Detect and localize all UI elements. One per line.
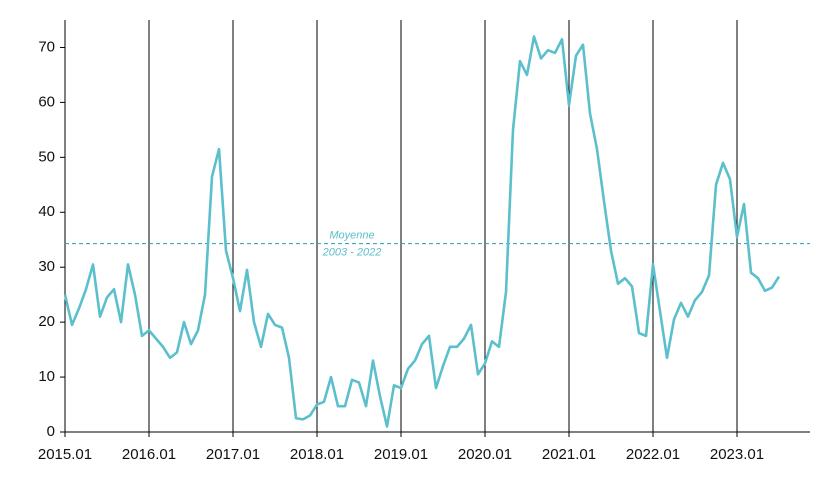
reference-label: Moyenne bbox=[329, 229, 374, 241]
y-tick-label: 70 bbox=[38, 38, 55, 55]
y-tick-label: 10 bbox=[38, 368, 55, 385]
y-tick-label: 30 bbox=[38, 258, 55, 275]
x-tick-label: 2022.01 bbox=[626, 446, 680, 463]
y-tick-label: 60 bbox=[38, 93, 55, 110]
x-tick-label: 2015.01 bbox=[38, 446, 92, 463]
y-tick-label: 50 bbox=[38, 148, 55, 165]
x-tick-label: 2016.01 bbox=[122, 446, 176, 463]
y-tick-label: 40 bbox=[38, 203, 55, 220]
x-tick-label: 2020.01 bbox=[458, 446, 512, 463]
x-tick-label: 2017.01 bbox=[206, 446, 260, 463]
reference-label: 2003 - 2022 bbox=[322, 246, 382, 258]
x-tick-label: 2019.01 bbox=[374, 446, 428, 463]
y-tick-label: 0 bbox=[47, 423, 55, 440]
y-tick-label: 20 bbox=[38, 313, 55, 330]
x-tick-label: 2023.01 bbox=[710, 446, 764, 463]
x-tick-label: 2021.01 bbox=[542, 446, 596, 463]
x-tick-label: 2018.01 bbox=[290, 446, 344, 463]
line bbox=[63, 35, 781, 428]
